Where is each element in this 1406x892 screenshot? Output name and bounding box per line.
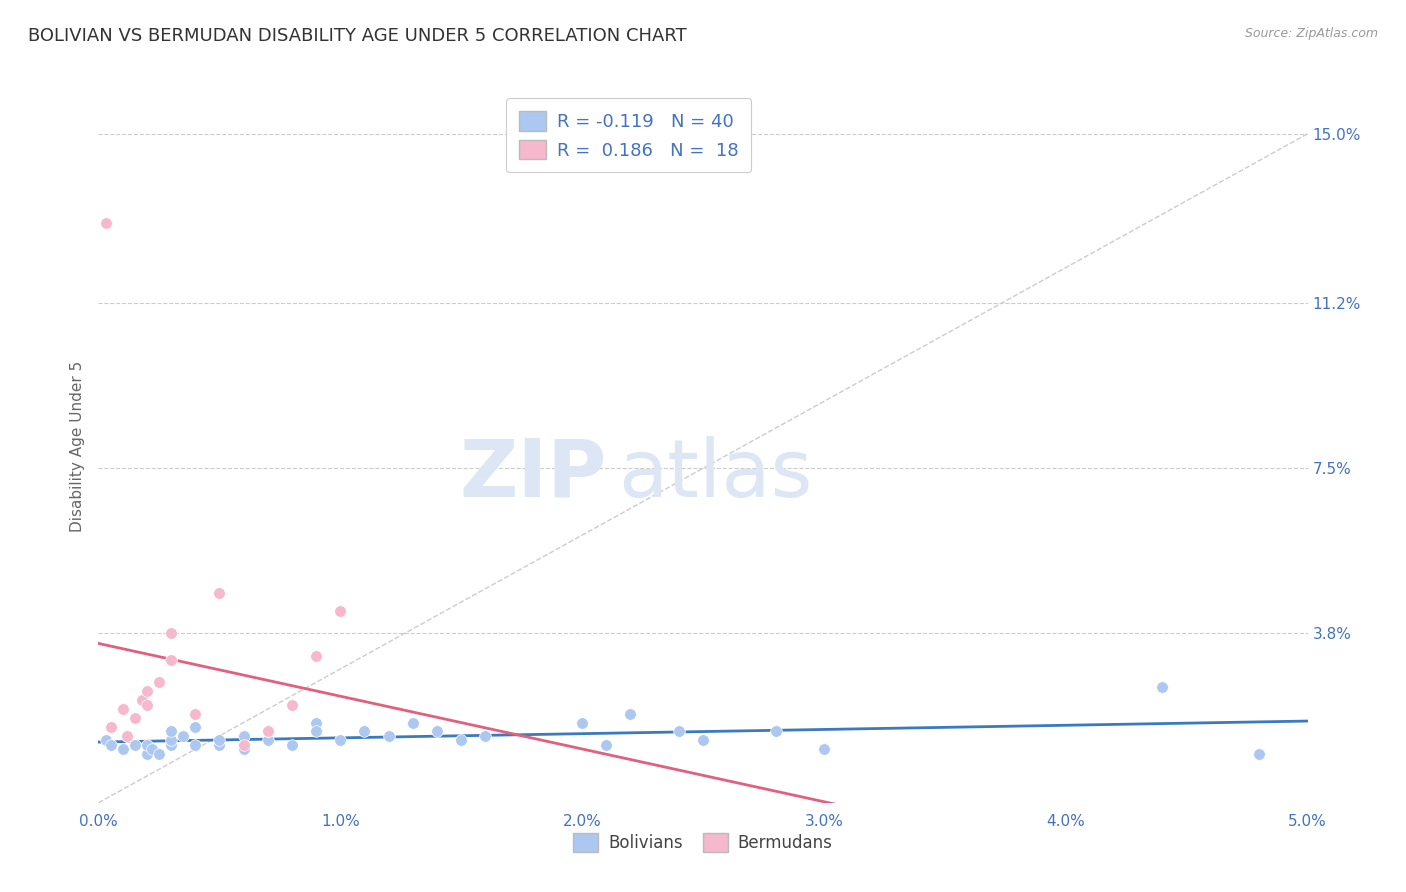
- Text: ZIP: ZIP: [458, 435, 606, 514]
- Point: [184, 706, 207, 721]
- Point: [124, 711, 146, 725]
- Point: [160, 733, 183, 747]
- Point: [765, 724, 787, 739]
- Point: [329, 733, 352, 747]
- Point: [94, 733, 117, 747]
- Point: [450, 733, 472, 747]
- Point: [111, 742, 134, 756]
- Legend: Bolivians, Bermudans: Bolivians, Bermudans: [567, 827, 839, 859]
- Point: [117, 729, 139, 743]
- Point: [281, 738, 304, 752]
- Y-axis label: Disability Age Under 5: Disability Age Under 5: [69, 360, 84, 532]
- Point: [135, 684, 157, 698]
- Point: [100, 738, 122, 752]
- Point: [148, 675, 170, 690]
- Point: [256, 724, 278, 739]
- Text: Source: ZipAtlas.com: Source: ZipAtlas.com: [1244, 27, 1378, 40]
- Point: [329, 604, 352, 618]
- Point: [692, 733, 714, 747]
- Point: [426, 724, 449, 739]
- Point: [232, 742, 254, 756]
- Point: [135, 738, 157, 752]
- Point: [100, 720, 122, 734]
- Point: [111, 702, 134, 716]
- Point: [124, 738, 146, 752]
- Point: [256, 733, 278, 747]
- Point: [571, 715, 593, 730]
- Point: [668, 724, 690, 739]
- Point: [94, 216, 117, 230]
- Point: [172, 729, 194, 743]
- Point: [474, 729, 496, 743]
- Point: [281, 698, 304, 712]
- Point: [160, 626, 183, 640]
- Point: [148, 747, 170, 761]
- Point: [256, 724, 278, 739]
- Point: [813, 742, 835, 756]
- Point: [184, 720, 207, 734]
- Point: [135, 698, 157, 712]
- Point: [619, 706, 641, 721]
- Point: [184, 738, 207, 752]
- Point: [208, 733, 231, 747]
- Point: [377, 729, 399, 743]
- Point: [353, 724, 375, 739]
- Point: [160, 724, 183, 739]
- Text: BOLIVIAN VS BERMUDAN DISABILITY AGE UNDER 5 CORRELATION CHART: BOLIVIAN VS BERMUDAN DISABILITY AGE UNDE…: [28, 27, 688, 45]
- Point: [117, 729, 139, 743]
- Point: [160, 738, 183, 752]
- Point: [135, 747, 157, 761]
- Point: [305, 724, 328, 739]
- Point: [208, 586, 231, 600]
- Point: [1152, 680, 1174, 694]
- Point: [232, 729, 254, 743]
- Point: [232, 738, 254, 752]
- Point: [402, 715, 425, 730]
- Point: [208, 738, 231, 752]
- Point: [141, 742, 163, 756]
- Point: [305, 715, 328, 730]
- Point: [131, 693, 153, 707]
- Point: [1249, 747, 1271, 761]
- Text: atlas: atlas: [619, 435, 813, 514]
- Point: [305, 648, 328, 663]
- Point: [160, 653, 183, 667]
- Point: [595, 738, 617, 752]
